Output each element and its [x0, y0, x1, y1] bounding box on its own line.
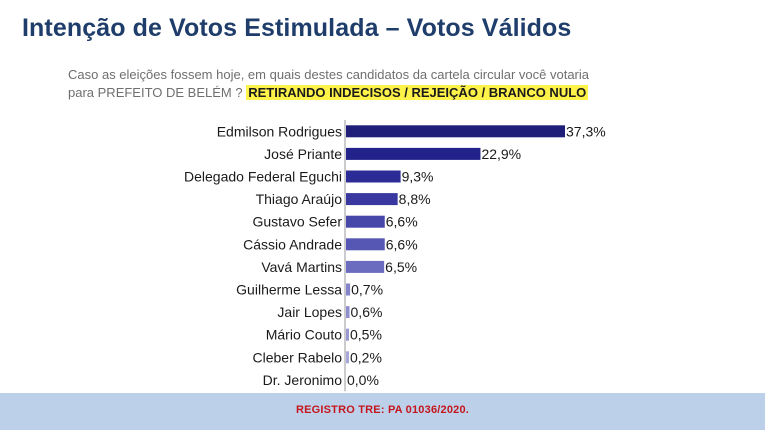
bar — [346, 147, 481, 160]
bar — [346, 125, 565, 138]
category-label: Delegado Federal Eguchi — [184, 169, 342, 185]
question-line-1: Caso as eleições fossem hoje, em quais d… — [68, 67, 589, 82]
category-label: Dr. Jeronimo — [263, 372, 343, 388]
bar — [346, 328, 349, 341]
category-label: Thiago Araújo — [256, 191, 343, 207]
category-label: Cássio Andrade — [243, 236, 342, 252]
data-label: 8,8% — [399, 191, 431, 207]
category-label: Gustavo Sefer — [253, 214, 343, 230]
page-title: Intenção de Votos Estimulada – Votos Vál… — [22, 14, 572, 42]
category-label: Vavá Martins — [261, 259, 342, 275]
data-label: 22,9% — [481, 146, 521, 162]
bar — [346, 238, 385, 251]
bar — [346, 306, 350, 319]
bar-chart: Edmilson Rodrigues 37,3% José Priante 22,9%… — [184, 120, 606, 392]
data-label: 0,0% — [347, 372, 379, 388]
category-label: Guilherme Lessa — [236, 282, 342, 298]
category-label: Mário Couto — [266, 327, 342, 343]
data-label: 6,6% — [386, 214, 418, 230]
category-label: Jair Lopes — [277, 304, 342, 320]
bar — [346, 260, 385, 273]
bar — [346, 170, 401, 183]
footer-bar: REGISTRO TRE: PA 01036/2020. — [0, 393, 765, 430]
survey-question: Caso as eleições fossem hoje, em quais d… — [68, 66, 758, 102]
data-label: 0,5% — [350, 327, 382, 343]
data-label: 6,6% — [386, 236, 418, 252]
data-label: 37,3% — [566, 123, 606, 139]
bar — [346, 351, 349, 364]
bar — [346, 215, 385, 228]
data-label: 0,2% — [350, 349, 382, 365]
data-label: 0,7% — [351, 282, 383, 298]
bar — [346, 193, 398, 206]
question-highlight: RETIRANDO INDECISOS / REJEIÇÃO / BRANCO … — [246, 85, 589, 100]
data-label: 6,5% — [385, 259, 417, 275]
question-line-2-text: para PREFEITO DE BELÉM ? — [68, 85, 243, 100]
category-label: José Priante — [264, 146, 342, 162]
data-label: 9,3% — [402, 169, 434, 185]
registration-text: REGISTRO TRE: PA 01036/2020. — [295, 404, 470, 416]
bar — [346, 283, 351, 296]
question-line-2: para PREFEITO DE BELÉM ? RETIRANDO INDEC… — [68, 84, 758, 102]
category-label: Edmilson Rodrigues — [217, 123, 342, 139]
category-label: Cleber Rabelo — [253, 349, 343, 365]
data-label: 0,6% — [351, 304, 383, 320]
